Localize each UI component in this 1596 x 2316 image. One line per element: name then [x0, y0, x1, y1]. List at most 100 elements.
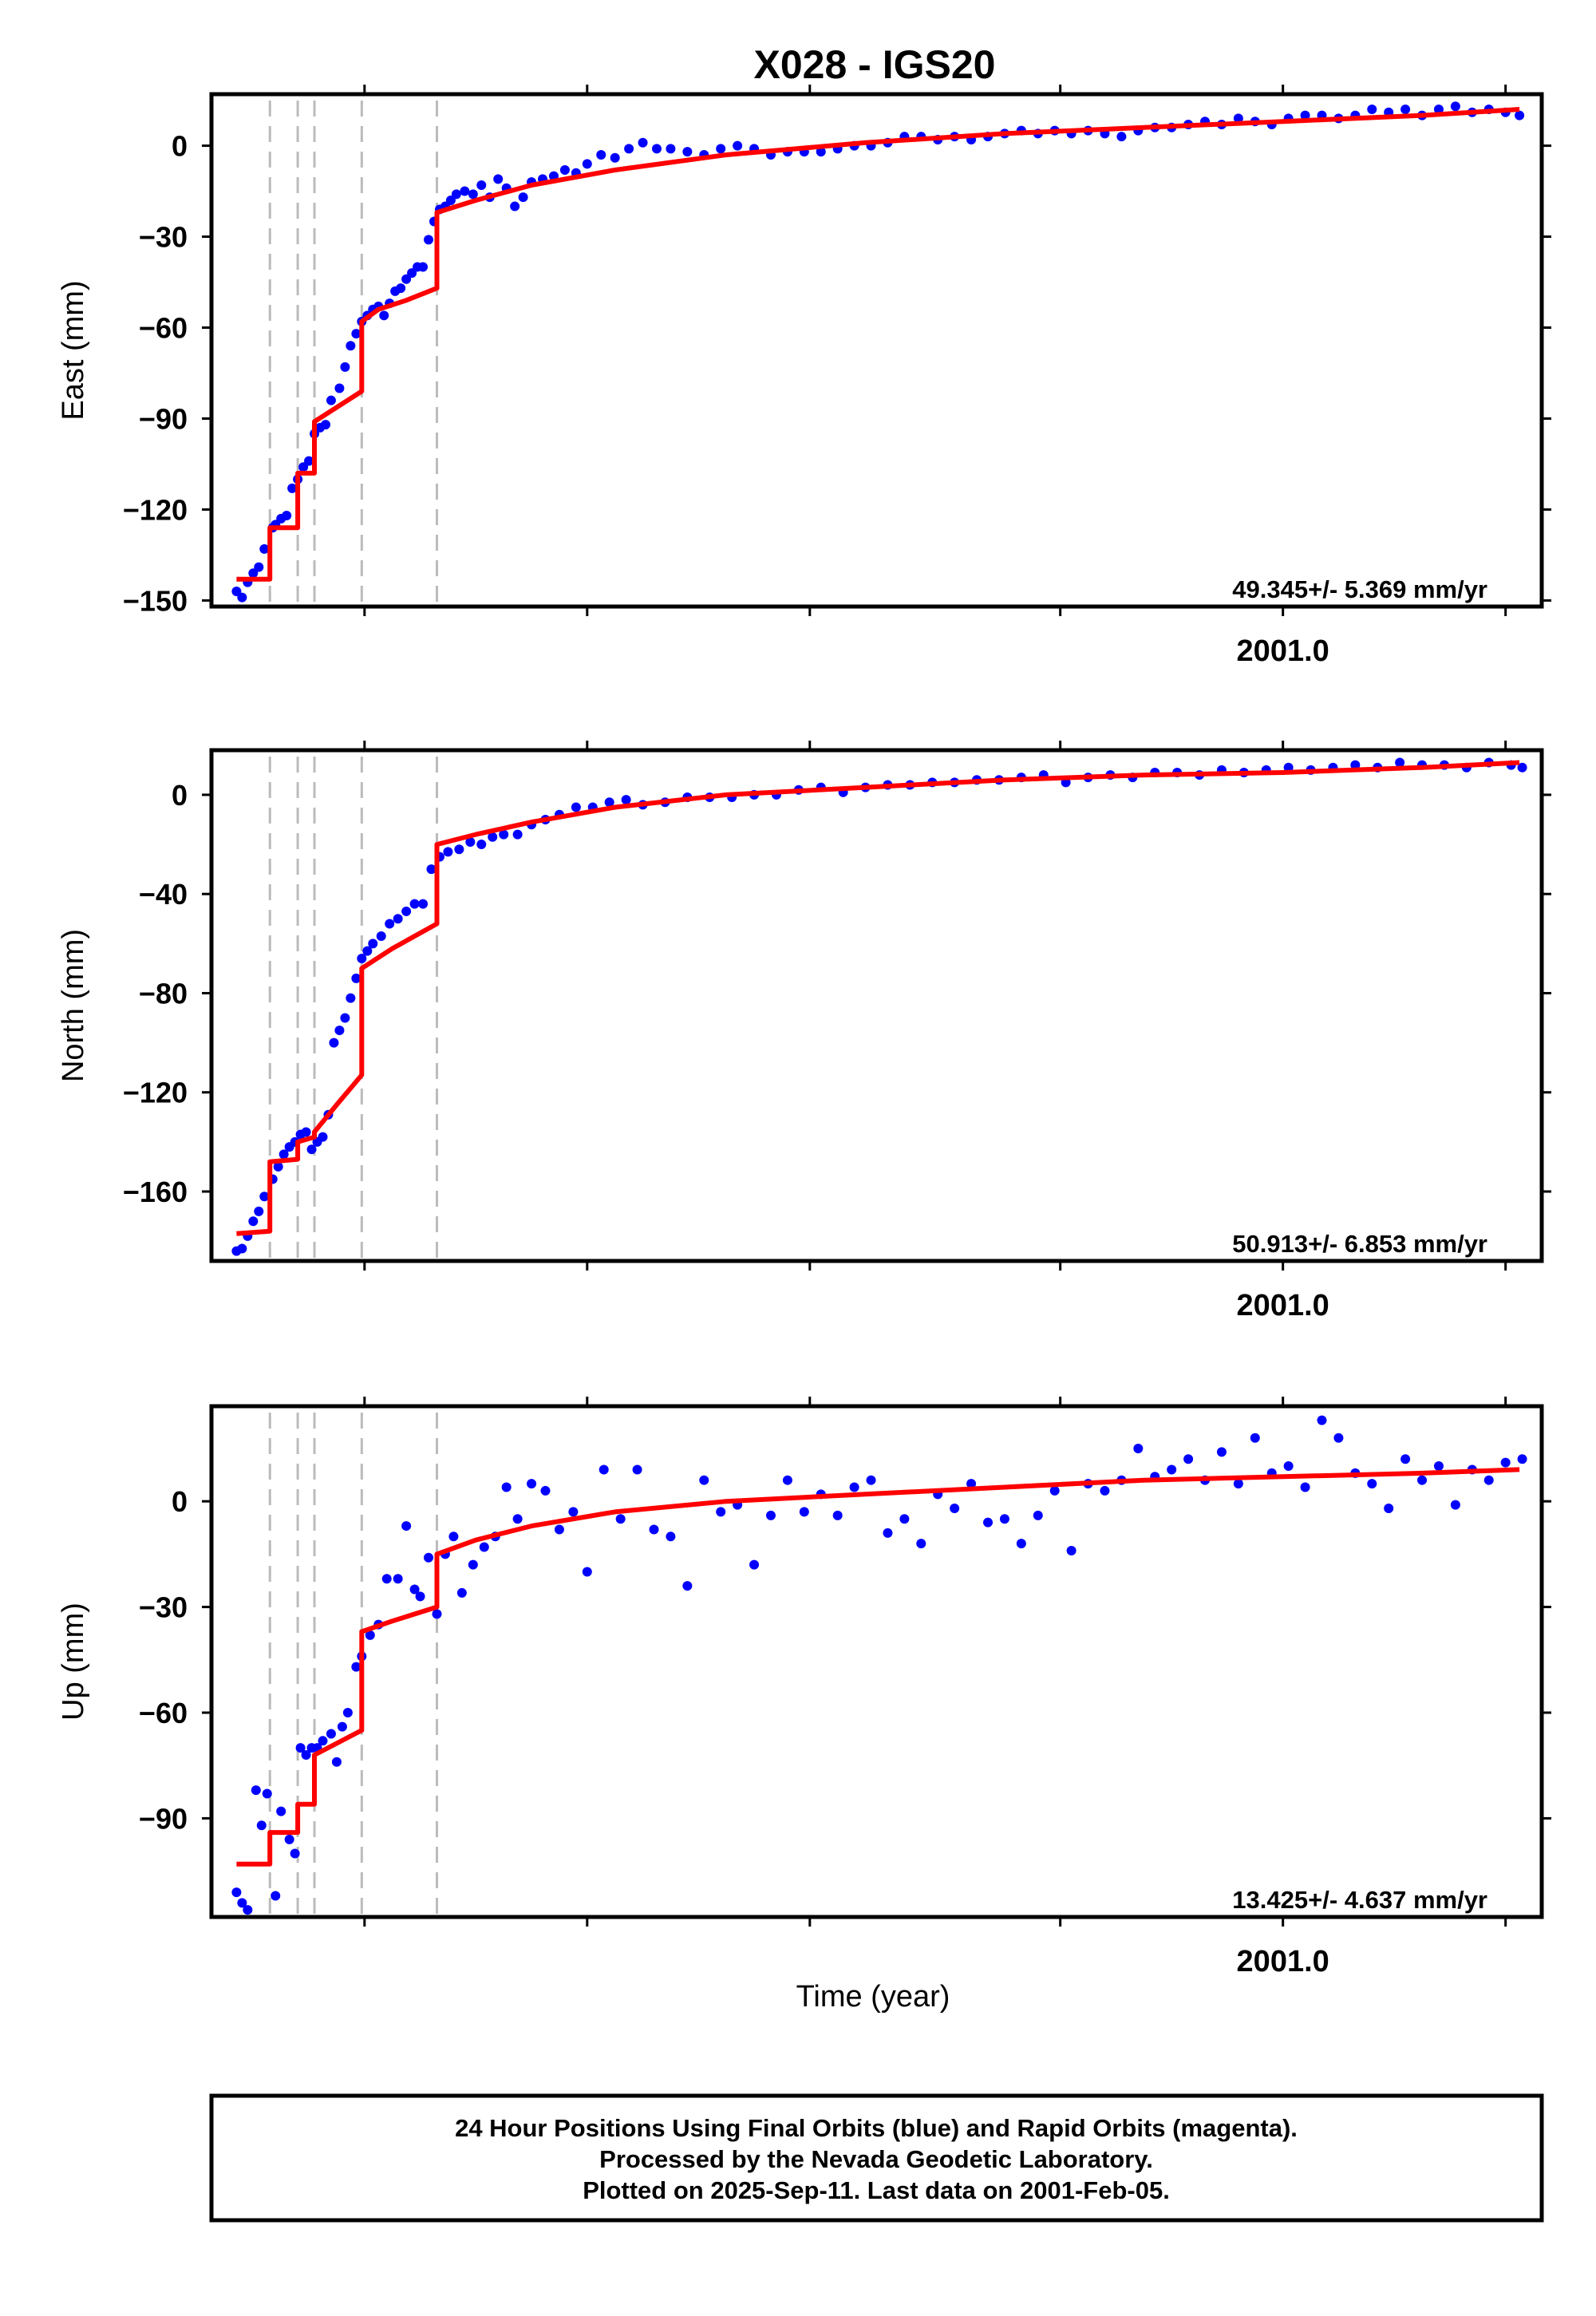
- north-data-point: [1395, 757, 1405, 768]
- up-data-point: [540, 1485, 551, 1496]
- north-data-point: [318, 1132, 328, 1142]
- north-data-point: [306, 1144, 317, 1155]
- up-data-point: [866, 1475, 876, 1485]
- east-data-point: [326, 395, 336, 405]
- up-data-point: [899, 1514, 910, 1524]
- up-data-point: [1367, 1479, 1377, 1489]
- east-data-point: [259, 543, 270, 554]
- up-data-point: [342, 1708, 353, 1717]
- east-data-point: [451, 189, 461, 200]
- east-data-point: [340, 362, 350, 372]
- up-data-point: [301, 1749, 311, 1760]
- north-data-point: [409, 899, 420, 909]
- up-data-point: [632, 1464, 642, 1475]
- east-data-point: [460, 186, 470, 196]
- north-data-point: [351, 973, 361, 983]
- up-model-line: [236, 1467, 1520, 1867]
- east-ytick-label: −60: [139, 312, 188, 345]
- north-data-point: [301, 1127, 311, 1137]
- up-data-point: [1517, 1454, 1527, 1464]
- east-data-point: [624, 144, 634, 154]
- panel-north: 0 −40 −80 −120 −160 2001.0 North (mm) 50.913+/-…: [57, 741, 1551, 1322]
- east-data-point: [231, 587, 242, 597]
- east-data-point: [493, 174, 504, 184]
- up-data-point: [1167, 1464, 1177, 1475]
- up-data-point: [401, 1521, 412, 1531]
- north-data-point: [273, 1161, 283, 1172]
- east-data-point: [666, 144, 676, 154]
- up-data-point: [883, 1528, 893, 1538]
- up-data-point: [424, 1552, 434, 1563]
- up-data-point: [243, 1905, 253, 1915]
- east-data-point: [351, 329, 361, 339]
- north-ytick-label: −80: [139, 977, 188, 1010]
- up-data-point: [1500, 1457, 1511, 1468]
- up-ytick-label: −90: [139, 1802, 188, 1835]
- up-data-point: [251, 1785, 261, 1796]
- north-data-point: [418, 899, 429, 909]
- east-data-point: [287, 483, 298, 493]
- east-data-point: [651, 144, 662, 154]
- up-data-point: [479, 1542, 489, 1552]
- footer-box: 24 Hour Positions Using Final Orbits (bl…: [209, 2093, 1544, 2223]
- up-data-point: [1250, 1433, 1260, 1443]
- east-data-point: [682, 147, 693, 157]
- up-ytick-label: −60: [139, 1697, 188, 1729]
- north-model-line: [236, 760, 1520, 1236]
- up-data-point: [284, 1834, 294, 1844]
- up-data-point: [1450, 1500, 1460, 1510]
- north-data-point: [488, 832, 498, 842]
- north-plot-frame: [209, 748, 1544, 1263]
- east-data-point: [1116, 132, 1127, 142]
- up-data-point: [1233, 1479, 1243, 1489]
- north-data-point: [368, 939, 378, 949]
- east-data-point: [407, 268, 417, 279]
- north-xtick-label: 2001.0: [1237, 1289, 1329, 1322]
- north-data-point: [362, 946, 373, 956]
- north-data-point: [393, 914, 403, 924]
- east-data-point: [254, 562, 264, 572]
- up-data-point: [415, 1591, 425, 1602]
- east-data-point: [518, 192, 528, 203]
- east-data-point: [396, 283, 406, 294]
- east-data-point: [282, 511, 292, 521]
- up-data-point: [448, 1531, 459, 1542]
- north-data-point: [604, 797, 614, 808]
- east-data-point: [320, 420, 330, 430]
- north-data-point: [1517, 762, 1527, 773]
- up-data-point: [568, 1507, 579, 1517]
- panel-up: 0 −30 −60 −90 2001.0 Up (mm) 13.425+/- 4.637 m…: [57, 1397, 1551, 1978]
- east-data-point: [476, 180, 487, 190]
- east-data-point: [582, 159, 592, 169]
- east-data-point: [468, 189, 478, 200]
- up-data-point: [318, 1736, 328, 1746]
- up-data-point: [1333, 1433, 1344, 1443]
- east-data-point: [596, 149, 606, 160]
- up-data-point: [1049, 1485, 1060, 1496]
- east-data-point: [733, 140, 743, 151]
- north-data-point: [279, 1149, 289, 1160]
- north-data-point: [571, 802, 581, 812]
- up-data-point: [1133, 1443, 1144, 1453]
- up-data-point: [849, 1482, 859, 1492]
- up-data-point: [1483, 1475, 1494, 1485]
- east-data-point: [237, 592, 247, 603]
- up-data-point: [1417, 1475, 1428, 1485]
- up-data-point: [999, 1514, 1009, 1524]
- east-data-point: [1400, 104, 1411, 114]
- up-data-point: [666, 1531, 676, 1542]
- up-data-point: [782, 1475, 792, 1485]
- up-data-point: [381, 1574, 392, 1584]
- north-data-point: [376, 931, 386, 942]
- up-data-point: [1183, 1454, 1194, 1464]
- up-xtick-label: 2001.0: [1237, 1945, 1329, 1978]
- east-data-point: [346, 341, 356, 351]
- up-data-point: [512, 1514, 523, 1524]
- north-data-point: [357, 953, 367, 963]
- up-data-point: [1300, 1482, 1310, 1492]
- up-data-point: [456, 1587, 467, 1598]
- north-data-point: [385, 919, 395, 929]
- north-data-point: [621, 795, 631, 805]
- east-data-point: [1367, 104, 1377, 114]
